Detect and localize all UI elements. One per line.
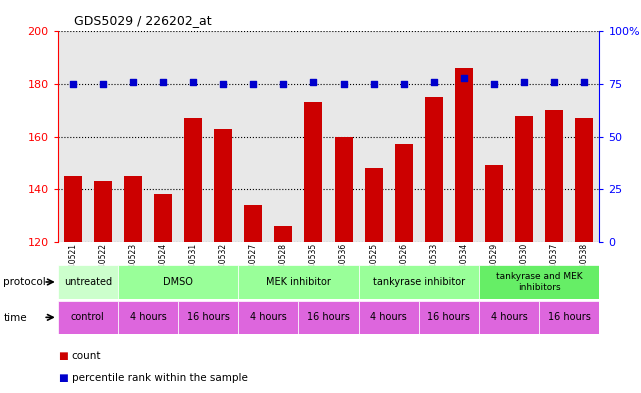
Bar (575, 118, 594, 242)
Text: GDS5029 / 226202_at: GDS5029 / 226202_at (74, 14, 212, 27)
Text: DMSO: DMSO (163, 277, 193, 287)
Text: MEK inhibitor: MEK inhibitor (266, 277, 331, 287)
Bar (358, 301, 419, 334)
Bar (335, 136, 353, 242)
Text: 4 hours: 4 hours (370, 312, 407, 322)
Text: tankyrase inhibitor: tankyrase inhibitor (372, 277, 465, 287)
Text: 4 hours: 4 hours (491, 312, 528, 322)
Point (248, 81, 258, 87)
Point (67, 81, 78, 87)
Bar (63, 176, 82, 242)
Bar (545, 110, 563, 242)
Text: ■: ■ (58, 373, 67, 383)
Point (579, 79, 590, 85)
Point (459, 75, 469, 81)
Bar (425, 97, 443, 242)
Text: time: time (3, 312, 27, 323)
Text: protocol: protocol (3, 277, 46, 287)
Point (399, 81, 409, 87)
Bar (455, 68, 473, 242)
Bar (214, 129, 232, 242)
Bar (539, 301, 599, 334)
Text: tankyrase and MEK
inhibitors: tankyrase and MEK inhibitors (496, 272, 583, 292)
Bar (274, 226, 292, 242)
Point (158, 79, 168, 85)
Bar (58, 265, 118, 299)
Bar (238, 265, 358, 299)
Text: 16 hours: 16 hours (428, 312, 470, 322)
Bar (178, 301, 238, 334)
Bar (365, 168, 383, 242)
Text: count: count (72, 351, 101, 361)
Text: untreated: untreated (63, 277, 112, 287)
Bar (515, 116, 533, 242)
Bar (154, 195, 172, 242)
Text: 4 hours: 4 hours (129, 312, 166, 322)
Bar (58, 301, 118, 334)
Bar (238, 301, 299, 334)
Text: control: control (71, 312, 104, 322)
Bar (358, 265, 479, 299)
Bar (94, 181, 112, 242)
Text: 16 hours: 16 hours (307, 312, 350, 322)
Bar (419, 301, 479, 334)
Point (188, 79, 198, 85)
Point (97, 81, 108, 87)
Point (369, 81, 379, 87)
Point (278, 81, 288, 87)
Bar (118, 265, 238, 299)
Point (308, 79, 319, 85)
Point (519, 79, 529, 85)
Point (429, 79, 439, 85)
Point (218, 81, 228, 87)
Point (338, 81, 349, 87)
Bar (479, 301, 539, 334)
Bar (244, 205, 262, 242)
Point (549, 79, 560, 85)
Text: 16 hours: 16 hours (548, 312, 590, 322)
Text: ■: ■ (58, 351, 67, 361)
Text: percentile rank within the sample: percentile rank within the sample (72, 373, 247, 383)
Bar (299, 301, 358, 334)
Bar (485, 165, 503, 242)
Text: 16 hours: 16 hours (187, 312, 229, 322)
Bar (118, 301, 178, 334)
Bar (479, 265, 599, 299)
Point (128, 79, 138, 85)
Text: 4 hours: 4 hours (250, 312, 287, 322)
Bar (124, 176, 142, 242)
Bar (184, 118, 202, 242)
Point (489, 81, 499, 87)
Bar (395, 145, 413, 242)
Bar (304, 103, 322, 242)
